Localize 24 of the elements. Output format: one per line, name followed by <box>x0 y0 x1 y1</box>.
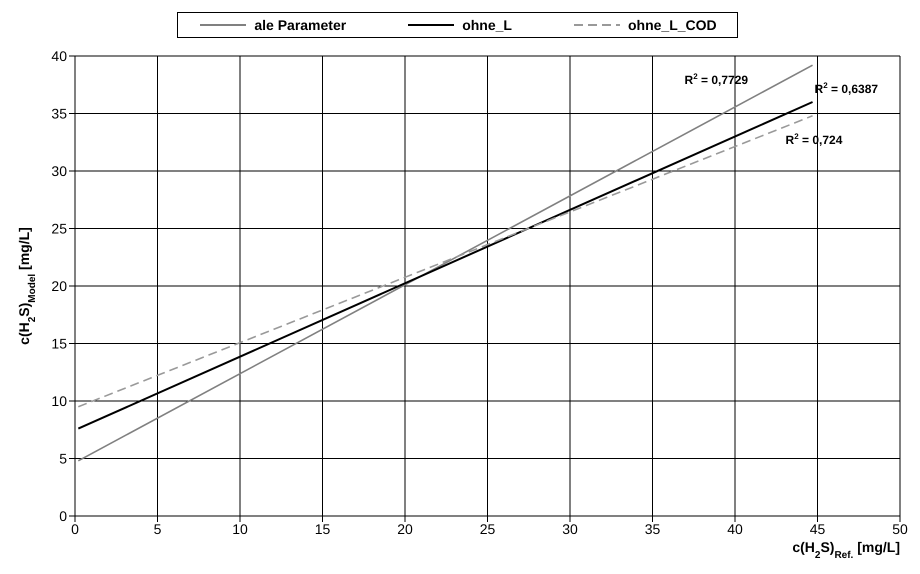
x-tick-label: 0 <box>71 520 80 537</box>
x-tick-label: 30 <box>562 520 578 537</box>
x-tick-label: 45 <box>810 520 826 537</box>
y-tick-label: 25 <box>51 220 68 236</box>
y-tick-label: 40 <box>51 48 68 64</box>
y-tick-label: 10 <box>51 392 68 409</box>
x-tick-label: 50 <box>892 520 908 537</box>
x-tick-label: 35 <box>644 520 660 537</box>
legend-label: ohne_L <box>462 17 512 33</box>
x-tick-label: 40 <box>727 520 743 537</box>
x-tick-label: 10 <box>232 520 248 537</box>
x-tick-label: 5 <box>154 520 162 537</box>
y-tick-label: 15 <box>51 335 68 352</box>
legend-label: ohne_L_COD <box>628 17 717 33</box>
x-tick-label: 15 <box>314 520 330 537</box>
y-tick-label: 35 <box>51 105 68 122</box>
legend-label: ale Parameter <box>254 17 346 33</box>
x-axis-title: c(H$_{2}$S)$_{Ref.}$ [mg/L] <box>792 539 900 560</box>
y-tick-label: 30 <box>51 162 68 179</box>
x-tick-label: 20 <box>397 520 413 537</box>
y-tick-label: 5 <box>59 450 68 466</box>
y-tick-label: 0 <box>59 508 68 524</box>
y-tick-label: 20 <box>51 278 68 294</box>
x-tick-label: 25 <box>480 520 496 537</box>
